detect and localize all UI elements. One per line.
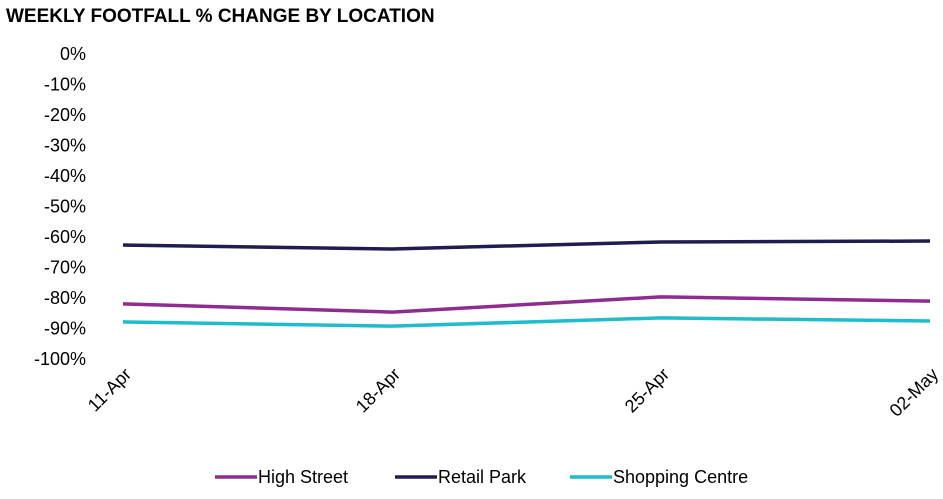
y-tick-label: -40%: [44, 166, 86, 186]
y-tick-label: -50%: [44, 196, 86, 216]
y-tick-label: -70%: [44, 257, 86, 277]
y-tick-label: -30%: [44, 135, 86, 155]
y-tick-label: -80%: [44, 288, 86, 308]
series-line: [122, 295, 931, 314]
y-tick-label: 0%: [60, 44, 86, 64]
series-line: [122, 239, 931, 251]
y-tick-label: -10%: [44, 74, 86, 94]
legend-label: Retail Park: [438, 467, 527, 487]
series-line: [122, 316, 931, 328]
legend: High Street Retail Park Shopping Centre: [215, 467, 748, 487]
x-tick-label: 25-Apr: [621, 364, 673, 416]
chart-title: WEEKLY FOOTFALL % CHANGE BY LOCATION: [6, 6, 435, 27]
x-tick-label: 18-Apr: [352, 364, 404, 416]
y-tick-label: -60%: [44, 227, 86, 247]
x-tick-label: 02-May: [886, 364, 943, 421]
legend-label: Shopping Centre: [613, 467, 748, 487]
x-tick-label: 11-Apr: [84, 364, 135, 415]
y-tick-label: -90%: [44, 318, 86, 338]
y-tick-label: -20%: [44, 105, 86, 125]
legend-label: High Street: [258, 467, 348, 487]
y-tick-label: -100%: [34, 349, 86, 369]
